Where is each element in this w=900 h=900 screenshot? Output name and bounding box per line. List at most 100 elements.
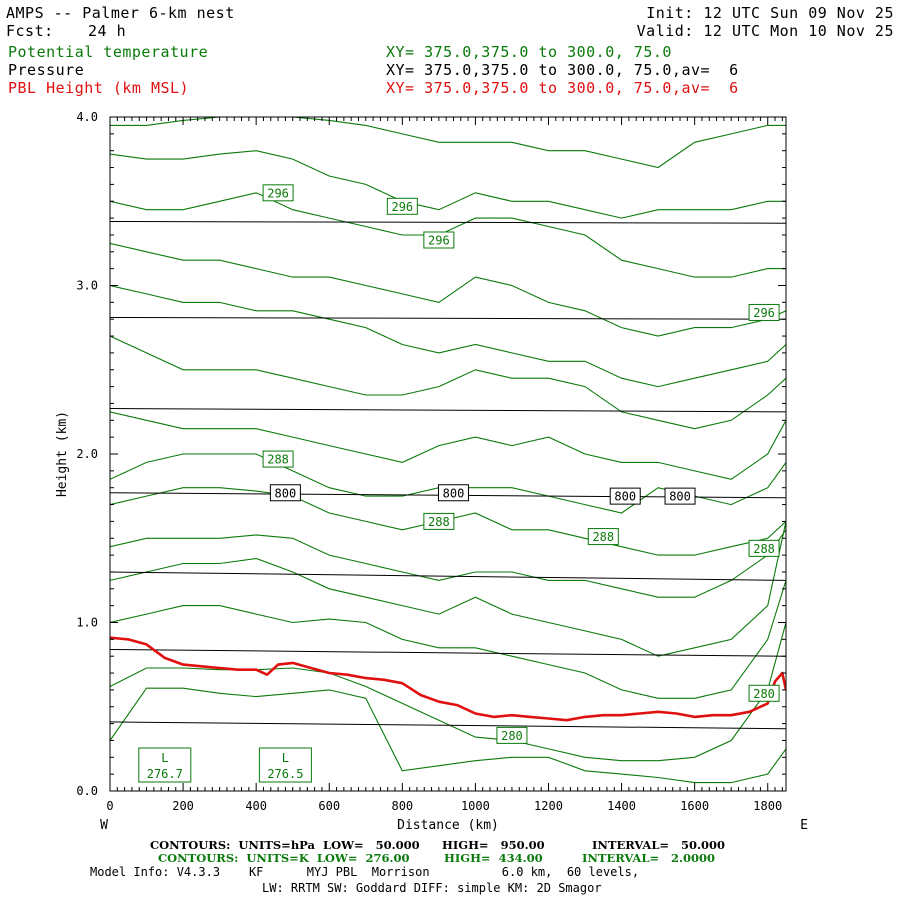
y-axis-label: Height (km) xyxy=(55,411,70,497)
footer-physics: LW: RRTM SW: Goddard DIFF: simple KM: 2D… xyxy=(262,881,602,895)
low-markers: L 276.7 L 276.5 xyxy=(138,747,312,783)
init-time: Init: 12 UTC Sun 09 Nov 25 xyxy=(646,4,894,22)
pressure-contour xyxy=(110,649,786,657)
theta-label: 296 xyxy=(748,303,780,321)
x-tick-label: 400 xyxy=(245,799,267,813)
low-symbol: L xyxy=(161,751,168,765)
pressure-label-text: 800 xyxy=(614,490,636,504)
footer-pressure-high: HIGH= 950.00 xyxy=(442,838,545,852)
y-tick-label: 2.0 xyxy=(76,447,98,461)
theta-contour xyxy=(110,192,786,278)
pressure-contour xyxy=(110,721,786,730)
theta-label-box xyxy=(748,303,780,321)
pressure-contour xyxy=(110,317,786,320)
theta-contour xyxy=(110,487,786,556)
footer-theta-interval: INTERVAL= 2.0000 xyxy=(582,851,716,865)
pressure-label-text: 800 xyxy=(275,486,297,500)
theta-contours xyxy=(110,117,786,784)
field1-xy: XY= 375.0,375.0 to 300.0, 75.0 xyxy=(386,43,672,61)
pressure-label: 800 xyxy=(664,487,696,505)
pressure-label-box xyxy=(269,484,301,502)
x-tick-label: 800 xyxy=(391,799,413,813)
x-tick-label: 0 xyxy=(106,799,113,813)
theta-label-text: 296 xyxy=(428,234,450,248)
theta-label-text: 280 xyxy=(501,729,523,743)
x-tick-label: 600 xyxy=(318,799,340,813)
footer-theta-high: HIGH= 434.00 xyxy=(444,851,543,865)
pressure-contour xyxy=(110,408,786,413)
pressure-label-box xyxy=(609,487,641,505)
theta-contour xyxy=(110,242,786,337)
y-tick-label: 4.0 xyxy=(76,110,98,124)
chart-title: AMPS -- Palmer 6-km nest xyxy=(6,4,235,22)
theta-label-box xyxy=(496,726,528,744)
theta-label-box xyxy=(748,684,780,702)
pressure-label-box xyxy=(437,484,469,502)
theta-label-box xyxy=(587,528,619,546)
theta-label: 296 xyxy=(423,231,455,249)
x-tick-label: 1000 xyxy=(461,799,490,813)
footer-theta-contours: CONTOURS: UNITS=K LOW= 276.00 xyxy=(158,851,410,865)
theta-contour xyxy=(110,411,786,480)
theta-contour xyxy=(110,284,786,388)
theta-contour xyxy=(110,150,786,219)
pressure-contour xyxy=(110,571,786,581)
pressure-label-text: 800 xyxy=(669,490,691,504)
low-value: 276.7 xyxy=(147,767,183,781)
low-box xyxy=(258,747,312,783)
field2-name: Pressure xyxy=(8,61,85,79)
field3-xy: XY= 375.0,375.0 to 300.0, 75.0,av= 6 xyxy=(386,79,739,97)
theta-label-text: 296 xyxy=(753,306,775,320)
field3-name: PBL Height (km MSL) xyxy=(8,79,190,97)
x-axis-label: Distance (km) xyxy=(397,818,499,833)
pbl-height-line xyxy=(110,636,786,722)
pressure-label: 800 xyxy=(269,484,301,502)
pressure-label-box xyxy=(664,487,696,505)
theta-label-text: 296 xyxy=(391,200,413,214)
x-tick-label: 1200 xyxy=(534,799,563,813)
theta-label-box xyxy=(262,450,294,468)
low-box xyxy=(138,747,192,783)
forecast-label: Fcst: xyxy=(6,22,54,40)
footer-pressure-interval: INTERVAL= 50.000 xyxy=(592,838,726,852)
theta-label-text: 296 xyxy=(267,186,289,200)
theta-label: 288 xyxy=(262,450,294,468)
x-right-label: E xyxy=(800,818,808,833)
theta-label: 296 xyxy=(262,184,294,202)
theta-contour xyxy=(110,335,786,430)
y-tick-label: 3.0 xyxy=(76,279,98,293)
x-tick-label: 1400 xyxy=(607,799,636,813)
theta-label-box xyxy=(262,184,294,202)
pressure-contours xyxy=(110,221,786,730)
theta-label-text: 280 xyxy=(753,687,775,701)
pressure-contour xyxy=(110,221,786,224)
theta-contour xyxy=(110,521,786,657)
theta-contour xyxy=(110,117,786,169)
footer-pressure-contours: CONTOURS: UNITS=hPa LOW= 50.000 xyxy=(150,838,420,852)
pbl-height-series xyxy=(110,636,786,722)
field1-name: Potential temperature xyxy=(8,43,209,61)
theta-label-box xyxy=(748,539,780,557)
low-value: 276.5 xyxy=(267,767,303,781)
x-left-label: W xyxy=(100,818,108,833)
theta-contour xyxy=(110,580,786,699)
theta-label: 280 xyxy=(748,684,780,702)
theta-label-box xyxy=(423,231,455,249)
y-tick-label: 1.0 xyxy=(76,616,98,630)
theta-label: 288 xyxy=(587,528,619,546)
footer-model-info: Model Info: V4.3.3 KF MYJ PBL Morrison 6… xyxy=(90,865,640,879)
pressure-label: 800 xyxy=(437,484,469,502)
theta-label-box xyxy=(386,197,418,215)
theta-label-box xyxy=(423,512,455,530)
theta-label-text: 288 xyxy=(428,515,450,529)
theta-label: 296 xyxy=(386,197,418,215)
low-marker: L 276.7 xyxy=(138,747,192,783)
x-tick-label: 200 xyxy=(172,799,194,813)
y-tick-label: 0.0 xyxy=(76,784,98,798)
theta-label-text: 288 xyxy=(753,542,775,556)
low-symbol: L xyxy=(282,751,289,765)
theta-label: 280 xyxy=(496,726,528,744)
theta-label-text: 288 xyxy=(592,530,614,544)
theta-contour xyxy=(110,687,786,784)
